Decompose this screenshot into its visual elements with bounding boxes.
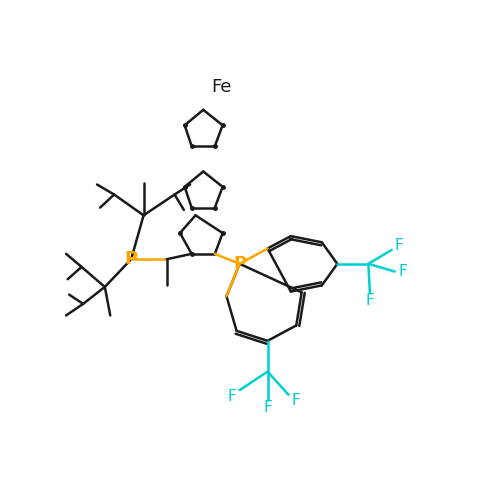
Text: P: P <box>125 250 138 268</box>
Text: F: F <box>398 264 407 279</box>
Text: F: F <box>263 400 272 415</box>
Text: F: F <box>228 389 236 404</box>
Text: F: F <box>395 238 404 253</box>
Text: F: F <box>292 393 301 408</box>
Text: F: F <box>365 293 374 308</box>
Text: Fe: Fe <box>211 78 231 96</box>
Text: P: P <box>233 255 246 273</box>
